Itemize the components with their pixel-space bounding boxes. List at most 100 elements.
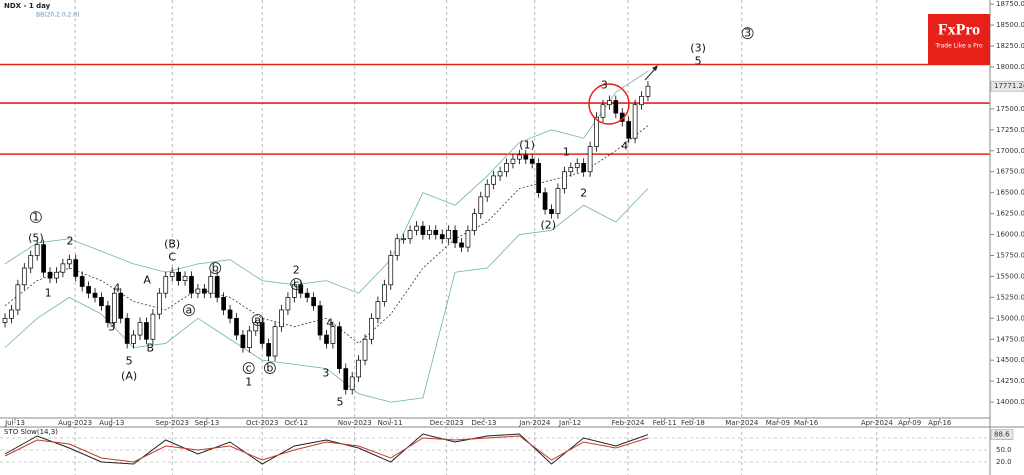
candle-body — [99, 297, 104, 307]
chart-title: NDX - 1 day — [4, 2, 51, 10]
candle-body — [189, 276, 194, 294]
candle-body — [118, 292, 124, 319]
highlight-circle — [588, 83, 630, 125]
wave-label: a — [254, 314, 261, 327]
candle-body — [491, 175, 496, 185]
x-tick-label: Nov-2023 — [338, 419, 372, 427]
candle-body — [330, 326, 336, 344]
candle-body — [427, 230, 432, 235]
y-tick-label: 16500.00 — [996, 189, 1024, 197]
candle-body — [381, 284, 387, 302]
logo-tagline: Trade Like a Pro — [934, 43, 983, 50]
x-tick-label: Apr-09 — [898, 419, 921, 427]
candle-body — [34, 244, 40, 256]
candle-body — [568, 167, 574, 173]
candle-body — [60, 263, 66, 273]
candle-body — [549, 209, 554, 214]
candle-body — [388, 255, 394, 286]
candle-body — [195, 288, 201, 294]
wave-label: 3 — [601, 79, 608, 92]
y-tick-label: 15250.00 — [996, 293, 1024, 301]
candle-body — [15, 284, 21, 311]
wave-circle — [29, 211, 42, 224]
y-tick-label: 16000.00 — [996, 231, 1024, 239]
wave-label: 4 — [113, 282, 120, 295]
x-tick-label: Feb-11 — [653, 419, 677, 427]
candle-body — [214, 276, 220, 298]
wave-label: B — [147, 342, 155, 355]
wave-label: 1 — [245, 376, 252, 389]
wave-label: (3) — [690, 42, 706, 55]
candle-body — [446, 230, 451, 240]
candle-body — [111, 292, 117, 323]
candle-body — [632, 104, 638, 139]
wave-label: a — [186, 304, 193, 317]
candle-body — [542, 192, 548, 210]
wave-label: (2) — [541, 219, 557, 232]
candle-body — [343, 368, 349, 390]
y-tick-label: 14000.00 — [996, 398, 1024, 406]
candle-body — [600, 104, 606, 118]
candle-body — [253, 322, 259, 332]
candle-body — [150, 313, 156, 340]
candle-body — [336, 326, 342, 369]
wave-label: (5) — [28, 231, 44, 244]
candle-body — [510, 158, 516, 164]
wave-label: c — [293, 278, 299, 291]
wave-label: C — [168, 251, 176, 264]
candle-body — [54, 271, 59, 279]
candle-body — [304, 292, 310, 298]
x-tick-label: Oct-2023 — [246, 419, 278, 427]
candle-body — [324, 334, 329, 344]
candle-body — [266, 343, 271, 357]
candle-body — [208, 276, 214, 294]
x-tick-label: Mar-09 — [766, 419, 790, 427]
y-tick-label: 18500.00 — [996, 21, 1024, 29]
bollinger-middle — [4, 125, 649, 344]
wave-label: b — [212, 262, 219, 275]
candle-body — [163, 276, 169, 294]
x-tick-label: Feb-2024 — [612, 419, 645, 427]
wave-label: 4 — [621, 140, 628, 153]
candle-body — [356, 359, 361, 378]
candle-body — [317, 305, 323, 336]
candle-body — [105, 305, 111, 323]
candle-body — [285, 297, 291, 311]
x-tick-label: Nov-11 — [378, 419, 403, 427]
candle-body — [362, 338, 368, 361]
wave-circle — [242, 362, 255, 374]
plot-layer — [0, 0, 990, 475]
candle-body — [92, 292, 98, 298]
y-tick-label: 18000.00 — [996, 63, 1024, 71]
x-tick-label: Jul-13 — [4, 419, 25, 427]
candle-body — [144, 322, 149, 340]
y-tick-label: 15000.00 — [996, 314, 1024, 322]
wave-label: 3 — [108, 321, 115, 334]
wave-label: 5 — [126, 355, 133, 368]
x-tick-label: Aug-2023 — [58, 419, 92, 427]
y-tick-label: 16750.00 — [996, 168, 1024, 176]
candle-body — [517, 154, 522, 160]
x-tick-label: Mar-2024 — [725, 419, 759, 427]
candle-body — [562, 171, 567, 189]
candle-body — [221, 297, 226, 311]
wave-label: (A) — [121, 370, 137, 383]
wave-label: 5 — [695, 55, 702, 68]
wave-circle — [182, 304, 195, 317]
candle-body — [47, 271, 53, 279]
candle-body — [124, 317, 130, 344]
y-tick-label: 14750.00 — [996, 335, 1024, 343]
x-tick-label: Feb-18 — [681, 419, 705, 427]
candle-body — [414, 225, 419, 231]
wave-label: 5 — [336, 396, 343, 409]
candle-body — [41, 244, 46, 273]
logo: FxPro Trade Like a Pro — [928, 14, 990, 64]
wave-label: 1 — [45, 287, 52, 300]
wave-label: b — [266, 362, 273, 375]
candle-body — [182, 276, 188, 281]
y-tick-label: 17250.00 — [996, 126, 1024, 134]
candle-body — [369, 317, 374, 340]
wave-label: 3 — [744, 27, 751, 40]
candle-body — [484, 183, 490, 198]
